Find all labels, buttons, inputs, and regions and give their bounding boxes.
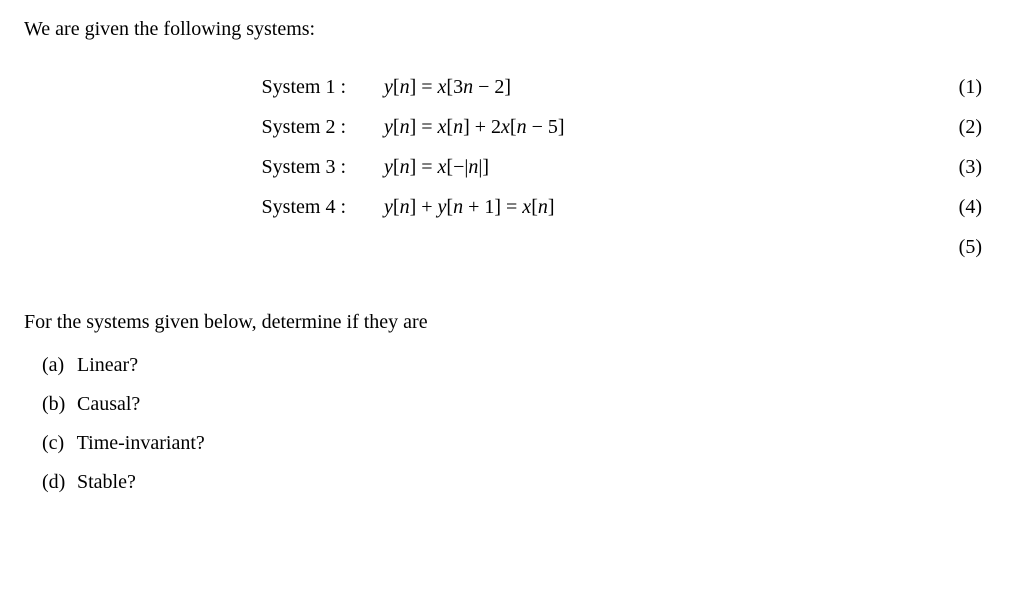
system-equation: y[n] = x[n] + 2x[n − 5] bbox=[384, 116, 922, 139]
equation-number: (3) bbox=[922, 156, 1000, 179]
equation-number: (1) bbox=[922, 76, 1000, 99]
system-equation: y[n] = x[−|n|] bbox=[384, 156, 922, 179]
question-marker: (d) bbox=[42, 471, 72, 494]
system-row: System 3 : y[n] = x[−|n|] (3) bbox=[24, 149, 1000, 185]
systems-block: System 1 : y[n] = x[3n − 2] (1) System 2… bbox=[24, 69, 1000, 265]
system-row: System 2 : y[n] = x[n] + 2x[n − 5] (2) bbox=[24, 109, 1000, 145]
question-marker: (b) bbox=[42, 393, 72, 416]
question-item: (b) Causal? bbox=[42, 393, 1000, 416]
equation-number: (5) bbox=[922, 236, 1000, 259]
system-label: System 4 : bbox=[24, 196, 384, 219]
system-equation: y[n] + y[n + 1] = x[n] bbox=[384, 196, 922, 219]
question-text: Time-invariant? bbox=[77, 432, 205, 454]
equation-number: (4) bbox=[922, 196, 1000, 219]
prompt-text: For the systems given below, determine i… bbox=[24, 311, 1000, 334]
system-row: (5) bbox=[24, 229, 1000, 265]
question-text: Stable? bbox=[77, 471, 136, 493]
system-label: System 2 : bbox=[24, 116, 384, 139]
question-marker: (a) bbox=[42, 354, 72, 377]
system-label: System 3 : bbox=[24, 156, 384, 179]
system-equation: y[n] = x[3n − 2] bbox=[384, 76, 922, 99]
question-text: Linear? bbox=[77, 354, 138, 376]
system-row: System 4 : y[n] + y[n + 1] = x[n] (4) bbox=[24, 189, 1000, 225]
question-marker: (c) bbox=[42, 432, 72, 455]
question-text: Causal? bbox=[77, 393, 140, 415]
system-label: System 1 : bbox=[24, 76, 384, 99]
intro-text: We are given the following systems: bbox=[24, 18, 1000, 41]
question-item: (c) Time-invariant? bbox=[42, 432, 1000, 455]
question-list: (a) Linear? (b) Causal? (c) Time-invaria… bbox=[24, 354, 1000, 494]
question-item: (a) Linear? bbox=[42, 354, 1000, 377]
equation-number: (2) bbox=[922, 116, 1000, 139]
question-item: (d) Stable? bbox=[42, 471, 1000, 494]
system-row: System 1 : y[n] = x[3n − 2] (1) bbox=[24, 69, 1000, 105]
